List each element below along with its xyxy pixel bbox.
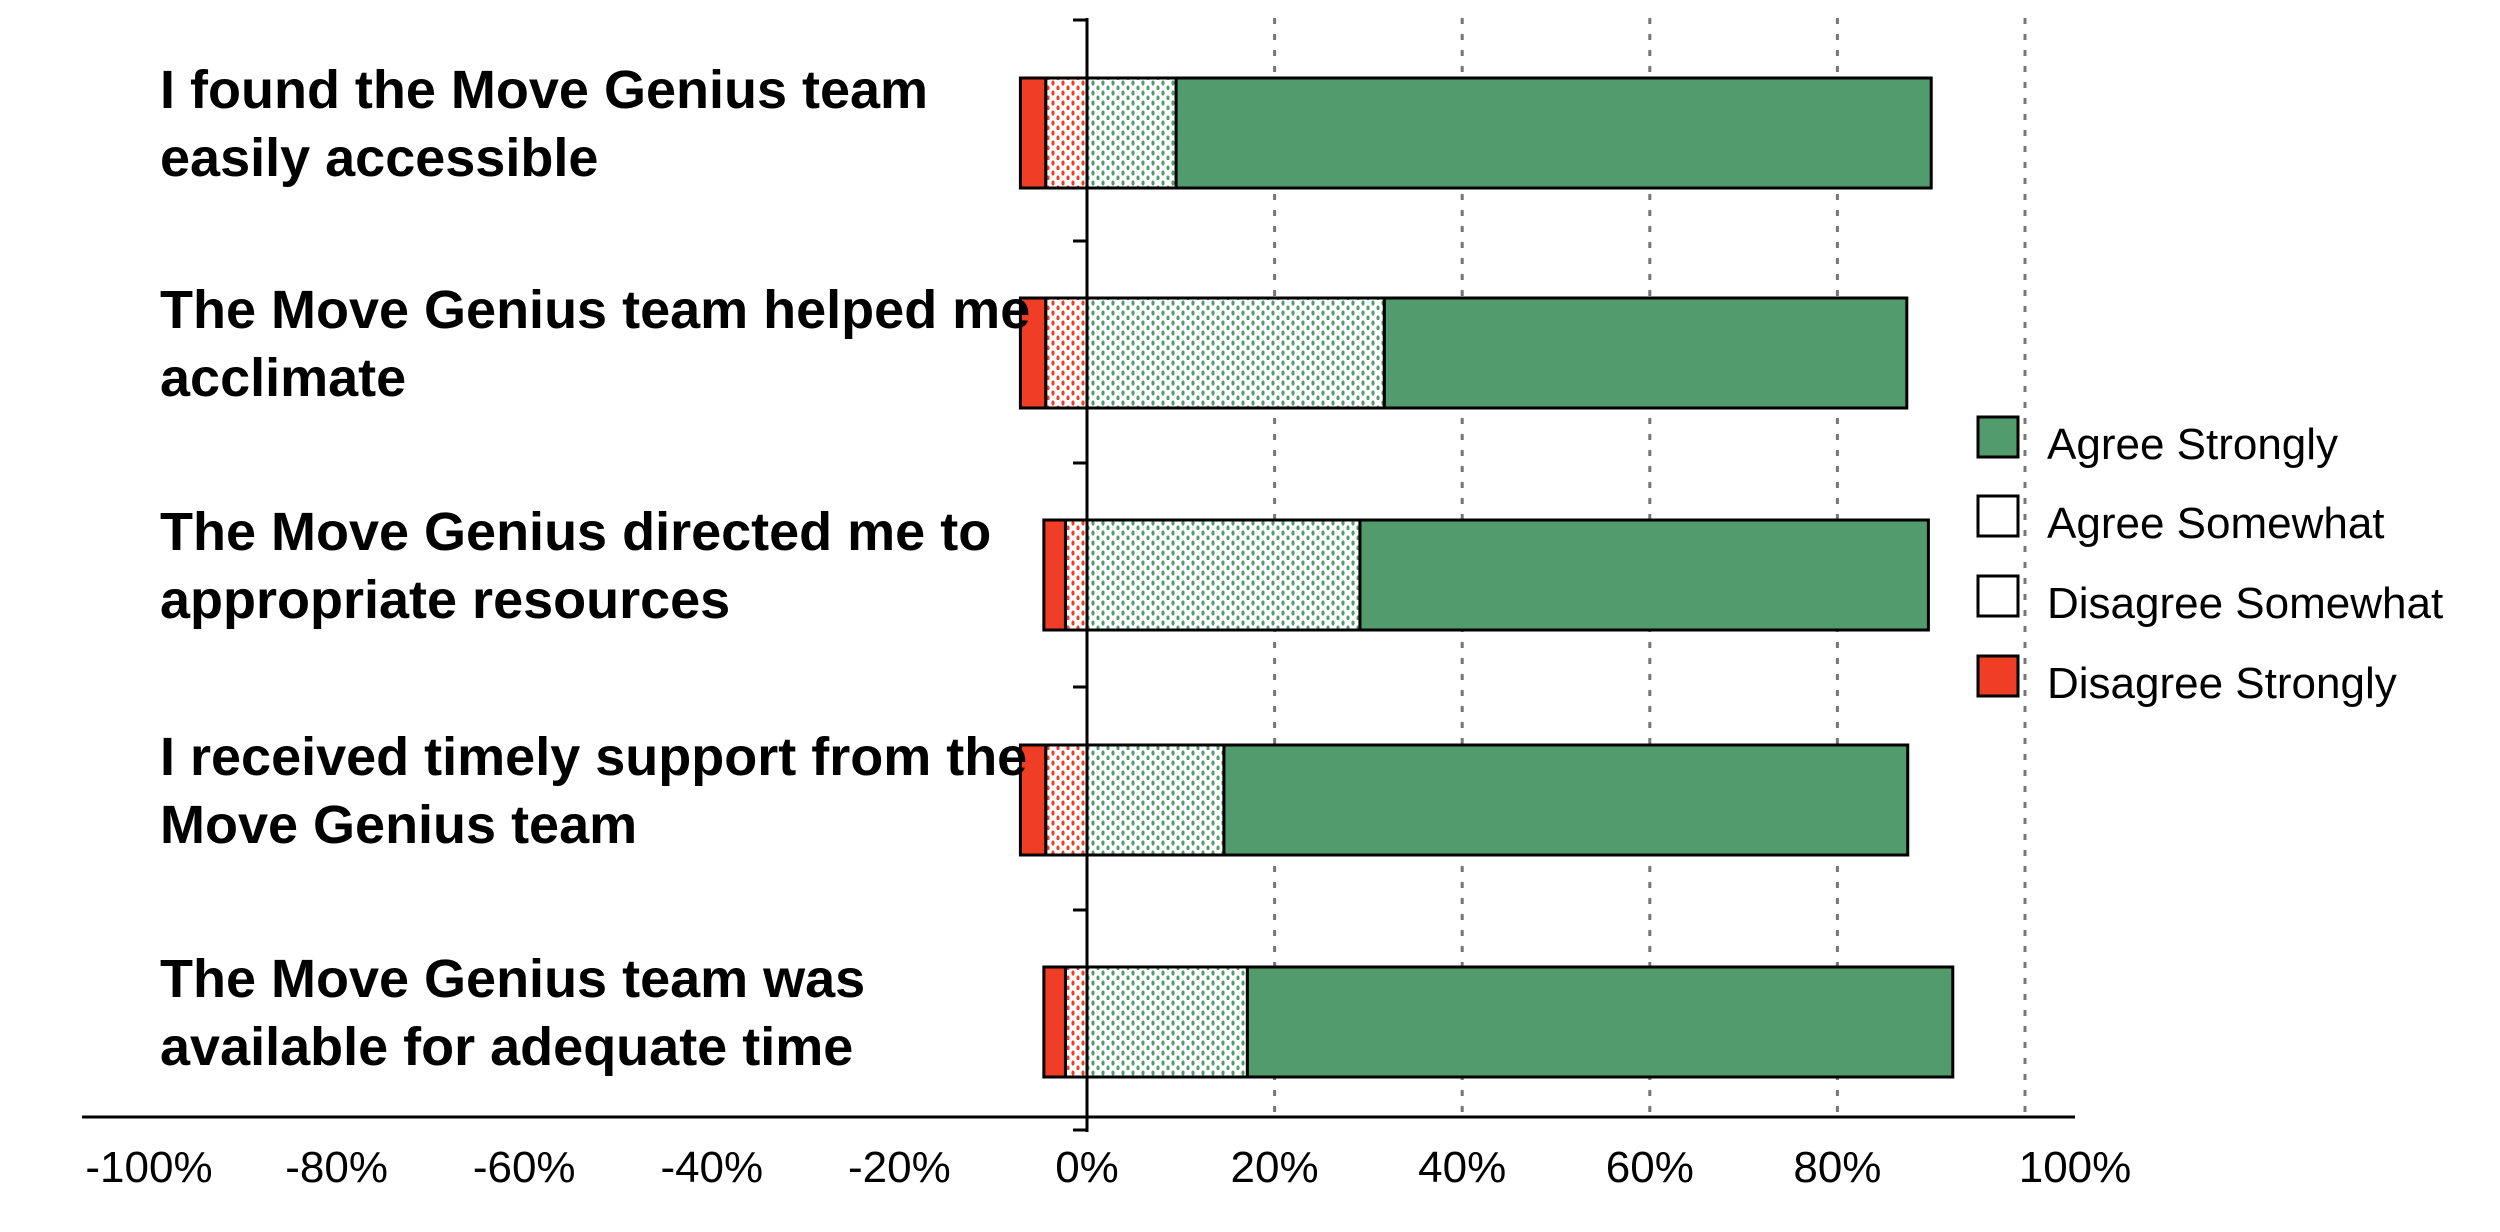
category-label: The Move Genius directed me to appropriat… — [160, 502, 991, 630]
x-tick-label: 80% — [1793, 1143, 1881, 1192]
x-tick-label: -100% — [85, 1143, 212, 1192]
bar-disagree-strongly — [1018, 743, 1048, 857]
x-tick-label: -40% — [660, 1143, 763, 1192]
x-tick-label: -60% — [473, 1143, 576, 1192]
legend-swatch — [1976, 574, 2020, 618]
bar-agree-strongly — [1174, 76, 1933, 190]
bar-agree-strongly — [1222, 743, 1910, 857]
category-label: The Move Genius team was available for ad… — [160, 949, 865, 1077]
category-label-line: acclimate — [160, 348, 406, 408]
bar-disagree-somewhat — [1044, 76, 1089, 190]
bar-agree-somewhat — [1085, 965, 1249, 1079]
category-label-line: I received timely support from the — [160, 727, 1027, 787]
category-label-line: I found the Move Genius team — [160, 60, 928, 120]
x-tick-label: 40% — [1418, 1143, 1506, 1192]
category-label-line: The Move Genius directed me to — [160, 502, 991, 562]
bar-disagree-somewhat — [1063, 518, 1089, 632]
x-tick-label: 100% — [2019, 1143, 2132, 1192]
bar-agree-strongly — [1245, 965, 1955, 1079]
bars — [1018, 76, 1955, 1079]
category-labels: I found the Move Genius team easily acces… — [160, 60, 1030, 1077]
category-label-line: Move Genius team — [160, 795, 637, 855]
bar-agree-strongly — [1358, 518, 1930, 632]
x-tick-label: 60% — [1606, 1143, 1694, 1192]
category-label-line: The Move Genius team helped me — [160, 280, 1030, 340]
category-label: I received timely support from the Move G… — [160, 727, 1027, 855]
category-label-line: appropriate resources — [160, 570, 730, 630]
x-tick-label: 20% — [1231, 1143, 1319, 1192]
category-label-line: easily accessible — [160, 128, 598, 188]
legend-label: Disagree Strongly — [2047, 659, 2397, 708]
bar-agree-somewhat — [1085, 518, 1362, 632]
bar-agree-somewhat — [1085, 76, 1178, 190]
bar-agree-strongly — [1382, 296, 1909, 410]
bar-disagree-strongly — [1042, 965, 1067, 1079]
bar-disagree-strongly — [1018, 296, 1048, 410]
x-tick-label: -80% — [285, 1143, 388, 1192]
category-label-line: available for adequate time — [160, 1017, 853, 1077]
bar-disagree-somewhat — [1044, 743, 1089, 857]
bar-disagree-somewhat — [1063, 965, 1089, 1079]
x-tick-labels: -100% -80% -60% -40% -20% 0% 20% 40% 60% 80% 100% — [85, 1143, 2131, 1192]
legend-swatch — [1976, 654, 2020, 698]
bar-agree-somewhat — [1085, 743, 1226, 857]
bar-agree-somewhat — [1085, 296, 1386, 410]
bar-disagree-strongly — [1042, 518, 1067, 632]
x-tick-label: -20% — [848, 1143, 951, 1192]
category-label: The Move Genius team helped me acclimate — [160, 280, 1030, 408]
legend-label: Agree Somewhat — [2047, 499, 2385, 548]
legend-label: Agree Strongly — [2047, 420, 2338, 469]
category-label-line: The Move Genius team was — [160, 949, 865, 1009]
legend: Agree Strongly Agree Somewhat Disagree Som… — [1976, 415, 2443, 708]
legend-swatch — [1976, 415, 2020, 459]
bar-disagree-somewhat — [1044, 296, 1089, 410]
legend-swatch — [1976, 494, 2020, 538]
bar-disagree-strongly — [1018, 76, 1048, 190]
category-label: I found the Move Genius team easily acces… — [160, 60, 928, 188]
x-tick-label: 0% — [1055, 1143, 1119, 1192]
legend-label: Disagree Somewhat — [2047, 579, 2443, 628]
